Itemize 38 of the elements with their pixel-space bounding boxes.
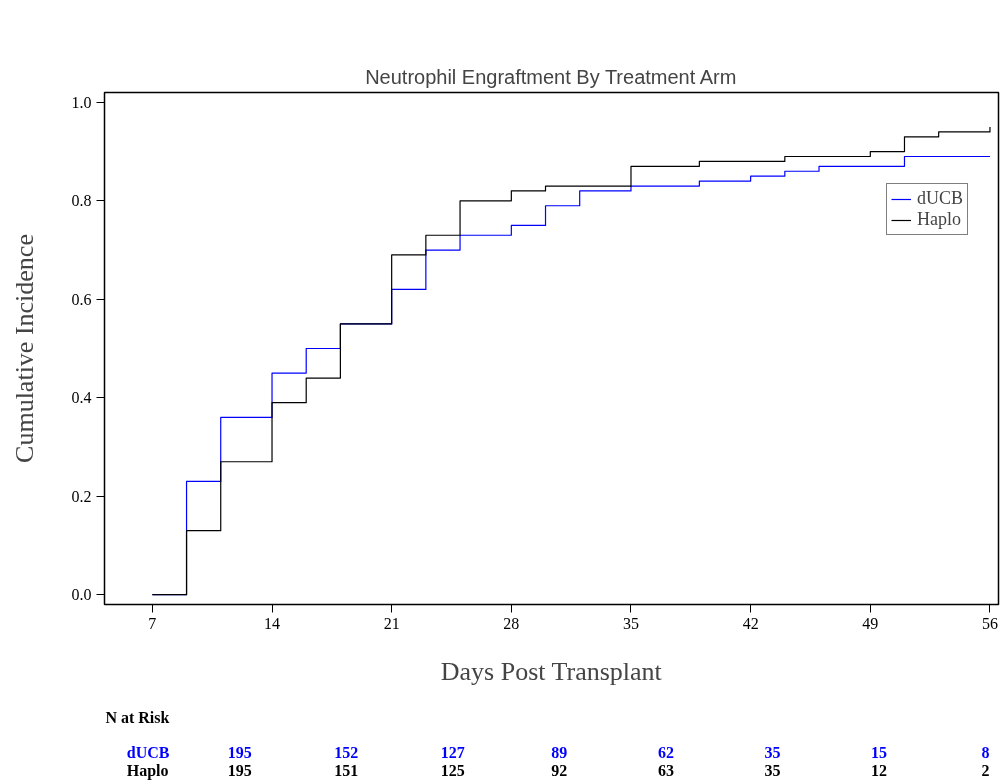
chart-title: Neutrophil Engraftment By Treatment Arm (365, 65, 737, 88)
text: dUCB (126, 744, 170, 761)
x-tick-label: 35 (622, 614, 639, 632)
x-tick-label: 21 (383, 614, 400, 632)
text: 2 (981, 762, 990, 779)
text: 195 (227, 744, 252, 761)
x-tick-label: 42 (742, 614, 759, 632)
text: 62 (657, 744, 674, 761)
y-tick-label: 0.6 (71, 290, 92, 308)
text: 15 (871, 744, 887, 761)
text: N at Risk (105, 709, 170, 726)
legend-label: Haplo (917, 209, 961, 230)
legend-label: dUCB (917, 188, 964, 209)
x-tick-label: 49 (862, 614, 879, 632)
text: 8 (981, 744, 990, 761)
text: 152 (334, 744, 359, 761)
text: 125 (440, 762, 465, 779)
text: Haplo (126, 762, 169, 780)
text: 35 (764, 762, 781, 779)
x-tick-label: 28 (503, 614, 520, 632)
y-tick-label: 1.0 (71, 93, 92, 111)
y-tick-label: 0.2 (71, 487, 92, 505)
x-axis-title: Days Post Transplant (440, 656, 663, 686)
text: 127 (440, 744, 465, 761)
text: 35 (764, 744, 781, 761)
y-tick-label: 0.8 (71, 192, 92, 210)
text: 92 (551, 762, 568, 779)
y-tick-label: 0.0 (71, 586, 92, 604)
text: 12 (871, 762, 887, 779)
x-tick-label: 14 (264, 614, 281, 632)
text: 89 (551, 744, 568, 761)
text: 195 (227, 762, 252, 779)
y-tick-label: 0.4 (71, 389, 92, 407)
y-axis-title: Cumulative Incidence (9, 234, 39, 463)
text: 151 (334, 762, 359, 779)
x-tick-label: 56 (981, 614, 998, 632)
text: 63 (657, 762, 674, 779)
x-tick-label: 7 (148, 614, 157, 632)
